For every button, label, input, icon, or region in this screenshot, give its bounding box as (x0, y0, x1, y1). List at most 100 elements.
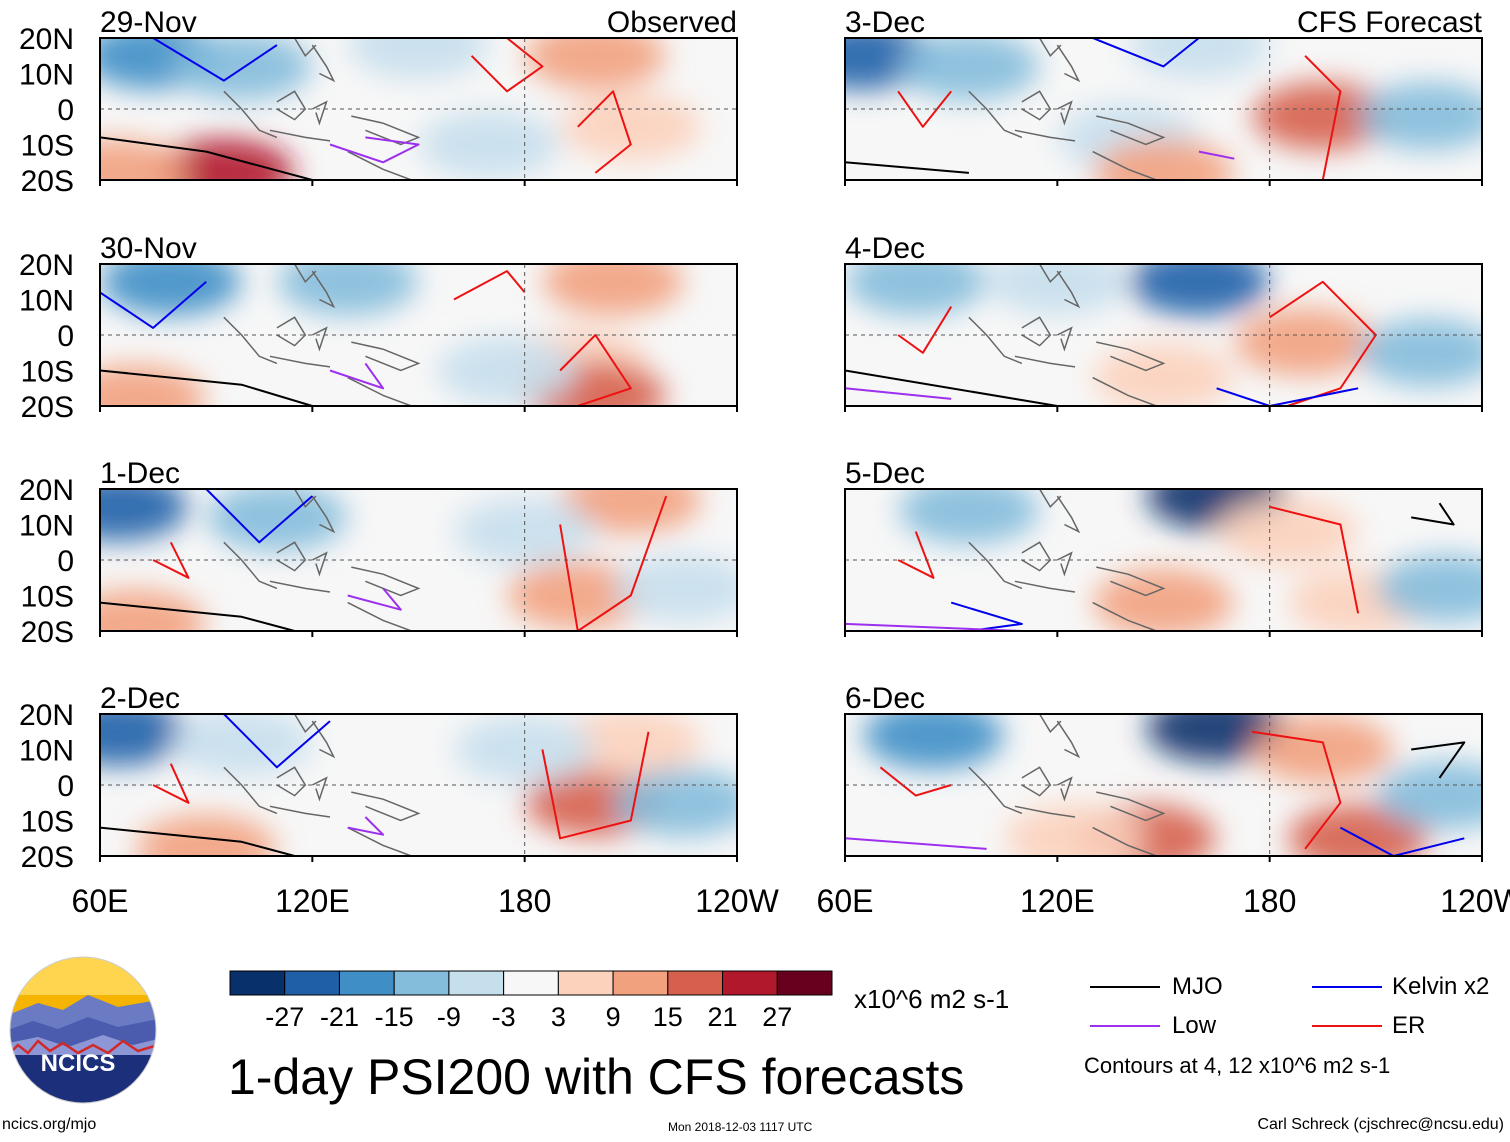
coastline (311, 776, 328, 802)
anomaly-blob (507, 561, 648, 630)
coastline (223, 90, 278, 139)
wave-contour (1411, 741, 1466, 779)
wave-contour (559, 495, 668, 631)
panel-frame (99, 713, 738, 857)
coastline (1021, 766, 1052, 797)
coastline (276, 90, 307, 121)
coastline (1092, 376, 1157, 406)
lon-tick-label: 120E (1020, 883, 1095, 919)
lon-tick-label: 180 (498, 883, 551, 919)
colorbar-segment (557, 970, 614, 996)
colorbar-units: x10^6 m2 s-1 (854, 984, 1010, 1014)
panel-date-label: 29-Nov (100, 6, 197, 39)
wave-contour (152, 38, 278, 82)
colorbar-label: -3 (492, 1002, 516, 1032)
contour-note: Contours at 4, 12 x10^6 m2 s-1 (1084, 1053, 1391, 1078)
colorbar-label: -21 (320, 1002, 359, 1032)
colorbar-segment (612, 970, 669, 996)
coastline (1096, 115, 1166, 146)
colorbar-label: -27 (265, 1002, 304, 1032)
coastline (968, 90, 1023, 139)
anomaly-blob (613, 554, 737, 623)
panel-3-dec: 3-Dec CFS Forecast (844, 6, 1483, 186)
source-url[interactable]: ncics.org/mjo (2, 1116, 97, 1133)
chart-title: 1-day PSI200 with CFS forecasts (228, 1049, 965, 1105)
colorbar-label: -15 (375, 1002, 414, 1032)
lat-tick-label: 20S (21, 841, 74, 874)
lon-tick-label: 180 (1243, 883, 1296, 919)
coastline (1092, 826, 1157, 856)
anomaly-blob (277, 264, 418, 316)
anomaly-blob (613, 768, 737, 837)
legend-label-mjo: MJO (1172, 973, 1223, 1000)
anomaly-blob (100, 489, 188, 541)
coastline (276, 766, 307, 797)
anomaly-blob (136, 814, 277, 856)
colorbar-segment (448, 970, 505, 996)
anomaly-blob (1376, 554, 1482, 623)
ncics-logo-text: NCICS (40, 1050, 116, 1077)
coastline (1021, 541, 1052, 572)
panel-frame (99, 488, 738, 632)
anomaly-blob (419, 110, 560, 179)
wave-contour (223, 714, 331, 769)
lon-tick-label: 120W (1440, 883, 1510, 919)
anomaly-blob (543, 264, 684, 316)
panel-date-label: 1-Dec (100, 457, 180, 490)
coastline (1038, 38, 1062, 58)
timestamp: Mon 2018-12-03 1117 UTC (668, 1120, 813, 1134)
coastline (311, 100, 328, 126)
coastline (1021, 90, 1052, 121)
lat-tick-label: 0 (57, 770, 74, 803)
wave-contour (100, 369, 313, 406)
anomaly-blob (1358, 82, 1482, 151)
panel-frame (844, 713, 1483, 857)
coastline (311, 495, 336, 534)
lat-tick-label: 10S (21, 806, 74, 839)
wave-contour (1092, 38, 1200, 68)
coastline (293, 489, 317, 509)
coastline (1096, 791, 1166, 822)
anomaly-blob (1093, 343, 1234, 406)
anomaly-blob (1358, 318, 1482, 387)
coastline (293, 264, 317, 284)
coastline (1056, 270, 1081, 309)
colorbar-segment (229, 970, 286, 996)
legend-label-kelvin: Kelvin x2 (1392, 973, 1490, 1000)
ncics-logo (9, 956, 157, 1104)
anomaly-blob (1005, 804, 1146, 856)
anomaly-blob (1128, 264, 1269, 316)
panel-frame (844, 37, 1483, 181)
coastline (1038, 489, 1062, 509)
wave-contour (845, 622, 1022, 631)
wave-contour (100, 136, 313, 180)
coastline (311, 270, 336, 309)
colorbar-label: 21 (708, 1002, 738, 1032)
coastline (351, 791, 421, 822)
colorbar-label: 3 (551, 1002, 566, 1032)
coastline (347, 826, 412, 856)
panel-date-label: 4-Dec (845, 232, 925, 265)
anomaly-blob (348, 38, 489, 80)
panel-date-label: 6-Dec (845, 682, 925, 715)
coastline (1056, 495, 1081, 534)
colorbar-segment (338, 970, 395, 996)
anomaly-blob (100, 364, 206, 406)
wave-contour (559, 334, 632, 406)
lat-tick-label: 20S (21, 165, 74, 198)
coastline (968, 766, 1023, 815)
coastline (1014, 580, 1076, 593)
column-header: Observed (607, 6, 737, 39)
wave-contour (453, 270, 526, 301)
coastline (293, 38, 317, 58)
lat-tick-label: 20N (19, 474, 74, 507)
panel-frame (99, 37, 738, 181)
lat-tick-label: 20S (21, 391, 74, 424)
anomaly-blob (863, 714, 1004, 770)
wave-contour (347, 816, 385, 836)
lat-tick-label: 20N (19, 23, 74, 56)
coastline (276, 316, 307, 347)
